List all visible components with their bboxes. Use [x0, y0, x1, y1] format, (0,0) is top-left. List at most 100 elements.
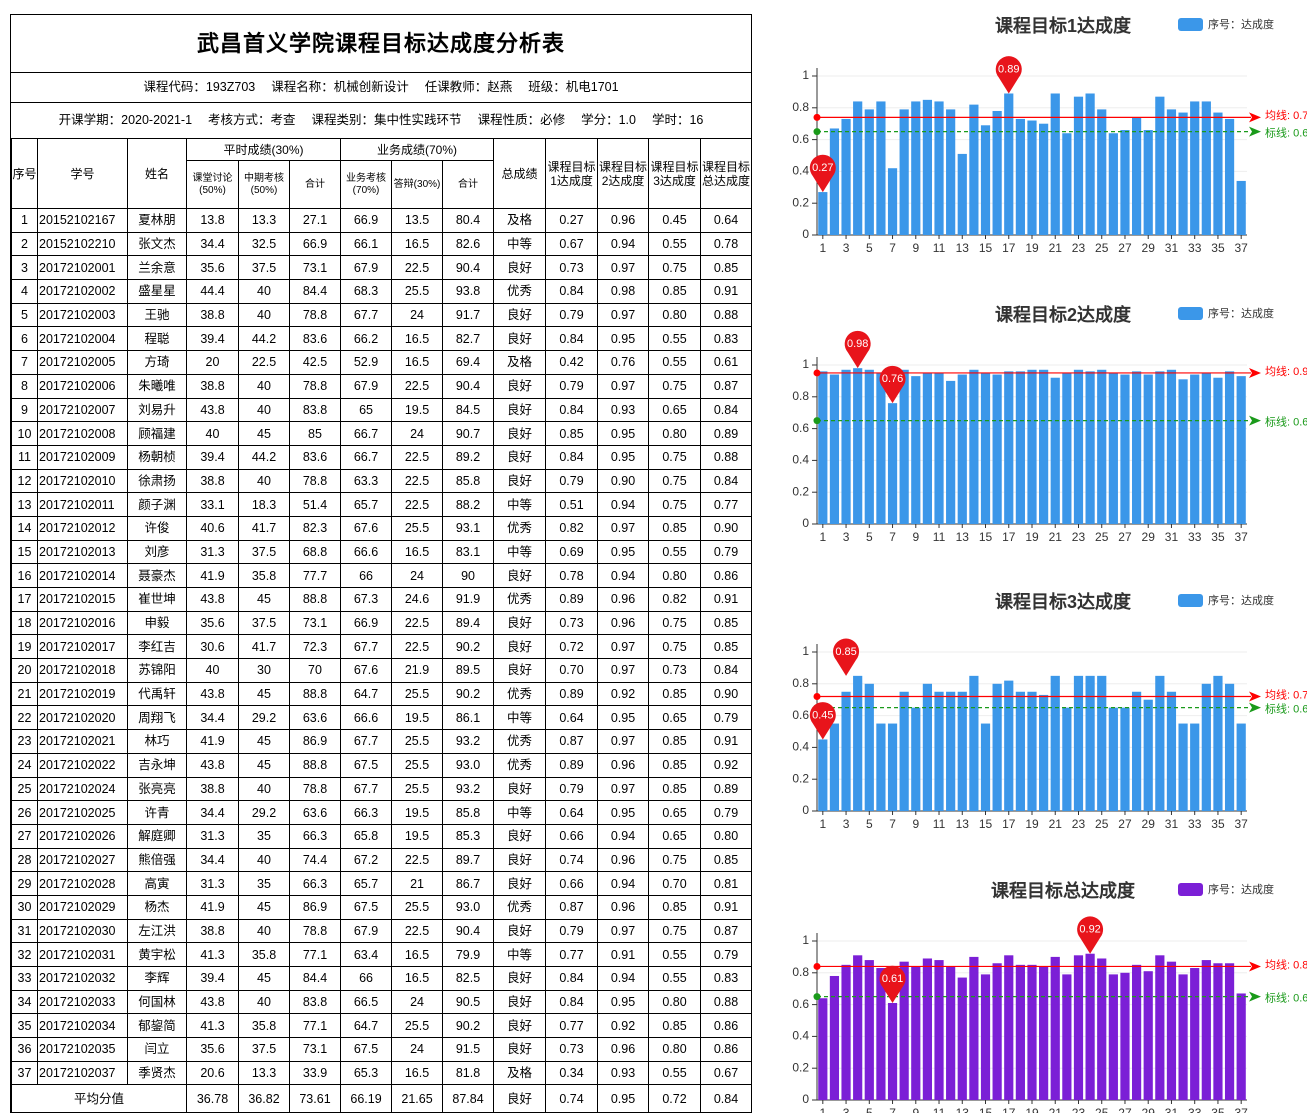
table-cell: 许俊 [127, 515, 187, 541]
table-cell: 0.85 [648, 515, 702, 541]
group-header: 业务成绩(70%) [340, 138, 495, 161]
table-cell: 85 [288, 421, 342, 446]
table-cell: 22 [11, 705, 38, 731]
table-cell: 84.4 [288, 279, 342, 304]
table-cell: 11 [11, 444, 38, 470]
table-cell: 25.5 [391, 515, 444, 541]
bar [864, 369, 874, 524]
x-tick-label: 9 [912, 530, 919, 544]
table-cell: 34.4 [186, 847, 239, 873]
table-cell: 43.8 [186, 989, 239, 1015]
bar [1004, 680, 1014, 811]
table-cell: 16.5 [391, 231, 444, 257]
table-cell: 0.67 [545, 231, 599, 257]
table-cell: 0.85 [648, 1013, 702, 1039]
table-cell: 良好 [493, 918, 547, 944]
bar [922, 958, 933, 1100]
table-cell: 73.1 [288, 255, 342, 281]
column-header: 合计 [288, 160, 342, 209]
bar [1201, 683, 1211, 811]
table-cell: 67.9 [340, 255, 393, 281]
table-cell: 51.4 [288, 492, 342, 517]
bar [1027, 120, 1037, 235]
x-tick-label: 3 [843, 530, 850, 544]
table-cell: 20172102021 [37, 729, 128, 754]
table-cell: 朱曦唯 [127, 373, 187, 399]
y-tick-label: 0.2 [792, 1060, 809, 1074]
table-cell: 91.7 [442, 302, 495, 328]
table-cell: 29 [11, 871, 38, 896]
table-row: 1 20152102167 夏林朋 13.8 13.3 27.1 66.9 13.5 80.4 及… [11, 208, 751, 233]
table-cell: 良好 [493, 563, 547, 588]
chart-title: 课程目标1达成度 [995, 15, 1132, 36]
table-cell: 77.7 [288, 563, 342, 588]
table-cell: 25.5 [391, 681, 444, 707]
bar [980, 723, 991, 811]
table-cell: 20.6 [186, 1060, 239, 1086]
bar [1073, 675, 1084, 811]
table-cell: 16.5 [391, 539, 444, 565]
table-row: 13 20172102011 颜子渊 33.1 18.3 51.4 65.7 22.5 88.2… [11, 492, 751, 517]
table-cell: 93.0 [442, 894, 495, 920]
table-cell: 0.79 [700, 800, 751, 825]
table-cell: 夏林朋 [127, 208, 187, 233]
table-cell: 90.7 [442, 421, 495, 446]
table-cell: 13.8 [186, 208, 239, 233]
table-cell: 聂豪杰 [127, 563, 187, 588]
bar [1073, 369, 1084, 524]
table-cell: 83.1 [442, 539, 495, 565]
table-cell: 63.6 [288, 705, 342, 731]
bar [969, 369, 979, 524]
x-tick-label: 5 [866, 530, 873, 544]
table-cell: 0.89 [700, 421, 751, 446]
table-cell: 0.79 [700, 705, 751, 731]
table-cell: 78.8 [288, 373, 342, 399]
info-item: 学时：16 [651, 113, 704, 127]
table-cell: 66 [340, 563, 393, 588]
table-cell: 0.87 [545, 729, 599, 754]
bar [829, 128, 840, 235]
table-cell: 66.9 [340, 610, 393, 636]
table-cell: 0.91 [700, 587, 751, 612]
x-tick-label: 25 [1095, 241, 1109, 255]
mark-line-arrow [1249, 112, 1261, 123]
bar [876, 968, 886, 1100]
table-cell: 优秀 [493, 515, 547, 541]
x-tick-label: 23 [1072, 530, 1086, 544]
table-cell: 0.96 [597, 1037, 650, 1062]
mark-line-arrow [1249, 415, 1261, 426]
table-cell: 36.82 [238, 1084, 290, 1113]
info-item: 学分：1.0 [581, 113, 636, 127]
bar [1062, 372, 1072, 524]
table-cell: 67.5 [340, 1037, 393, 1062]
table-cell: 良好 [493, 1037, 547, 1062]
table-cell: 74.4 [288, 847, 342, 873]
bar [899, 369, 909, 524]
table-cell: 41.9 [186, 729, 239, 754]
table-cell: 良好 [493, 847, 547, 873]
pin-label: 0.61 [882, 973, 903, 985]
table-cell: 37 [11, 1060, 38, 1086]
table-cell: 91.9 [442, 587, 495, 612]
table-cell: 20172102013 [37, 539, 128, 565]
table-cell: 0.79 [545, 468, 599, 494]
table-cell: 20152102167 [37, 208, 128, 233]
bar [841, 964, 851, 1100]
table-cell: 21.65 [391, 1084, 444, 1113]
x-tick-label: 21 [1049, 530, 1063, 544]
table-cell: 85.8 [442, 468, 495, 494]
table-cell: 3 [11, 255, 38, 281]
table-cell: 0.87 [545, 894, 599, 920]
table-cell: 36 [11, 1037, 38, 1062]
x-tick-label: 21 [1049, 241, 1063, 255]
table-cell: 优秀 [493, 587, 547, 612]
bar [1120, 707, 1130, 811]
table-cell: 0.94 [597, 492, 650, 517]
table-cell: 14 [11, 515, 38, 541]
legend-label: 序号：达成度 [1208, 882, 1274, 896]
bar [1085, 675, 1095, 811]
table-cell: 0.85 [648, 681, 702, 707]
table-cell: 66.7 [340, 444, 393, 470]
table-cell: 9 [11, 397, 38, 423]
x-tick-label: 37 [1235, 817, 1249, 831]
